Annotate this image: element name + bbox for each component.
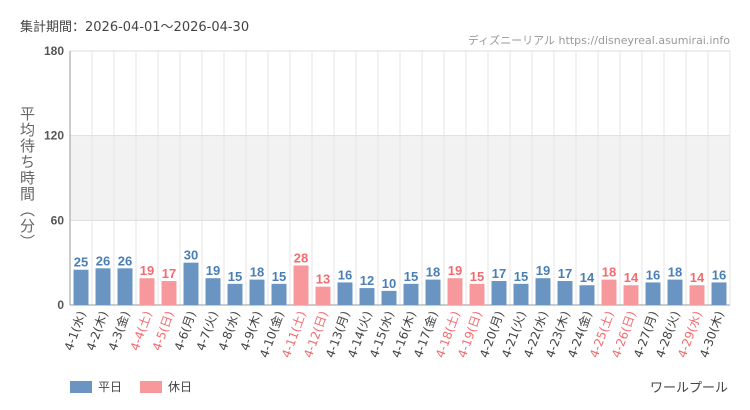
bar-value-label: 26 [96, 253, 110, 268]
bar [293, 265, 309, 305]
legend-label-weekday: 平日 [98, 380, 123, 394]
bar-value-label: 15 [514, 269, 528, 284]
legend-item-weekday: 平日 [70, 378, 122, 395]
bar [601, 279, 617, 305]
bar-value-label: 19 [206, 263, 220, 278]
bar-value-label: 19 [448, 263, 462, 278]
bar-value-label: 17 [492, 266, 506, 281]
source-credit: ディズニーリアル https://disneyreal.asumirai.inf… [467, 34, 730, 47]
bar [359, 288, 375, 305]
bar [447, 278, 463, 305]
bar-value-label: 16 [646, 267, 660, 282]
bar-value-label: 18 [602, 265, 616, 280]
bar [271, 283, 287, 305]
bar [205, 278, 221, 305]
bar-value-label: 15 [228, 269, 242, 284]
bar [491, 281, 507, 305]
bar-value-label: 30 [184, 248, 198, 263]
attraction-name: ワールプール [649, 381, 728, 396]
bar-value-label: 15 [404, 269, 418, 284]
bar [227, 283, 243, 305]
legend-swatch-weekday [70, 380, 92, 393]
bar [161, 281, 177, 305]
bar-value-label: 13 [316, 272, 330, 287]
bar-value-label: 18 [250, 265, 264, 280]
bar [183, 262, 199, 305]
bar-value-label: 26 [118, 253, 132, 268]
bar [513, 283, 529, 305]
bar [337, 282, 353, 305]
bar-value-label: 18 [668, 265, 682, 280]
bar-value-label: 19 [536, 263, 550, 278]
bar [139, 278, 155, 305]
bar [667, 279, 683, 305]
legend-label-holiday: 休日 [168, 380, 193, 394]
bar-value-label: 14 [690, 270, 705, 285]
bar [469, 283, 485, 305]
bar-value-label: 17 [558, 266, 572, 281]
bar [623, 285, 639, 305]
bar [689, 285, 705, 305]
bar [73, 269, 89, 305]
bar [315, 286, 331, 305]
bar-value-label: 14 [580, 270, 595, 285]
y-tick-label: 180 [44, 44, 64, 58]
y-tick-label: 120 [44, 129, 64, 143]
y-tick-label: 0 [57, 298, 64, 312]
bar [579, 285, 595, 305]
bar-value-label: 17 [162, 266, 176, 281]
bar [711, 282, 727, 305]
y-axis-label: 平均待ち時間（分） [18, 106, 36, 250]
bar [535, 278, 551, 305]
bar [557, 281, 573, 305]
bar-value-label: 15 [470, 269, 484, 284]
bar-value-label: 16 [712, 267, 726, 282]
bar-value-label: 25 [74, 255, 88, 270]
bar [95, 268, 111, 305]
bar [425, 279, 441, 305]
period-label: 集計期間：2026-04-01～2026-04-30 [20, 20, 250, 35]
bar [117, 268, 133, 305]
bar-value-label: 15 [272, 269, 286, 284]
bar-value-label: 19 [140, 263, 154, 278]
bar-value-label: 28 [294, 250, 308, 265]
legend: 平日 休日 [70, 378, 192, 395]
bar-value-label: 18 [426, 265, 440, 280]
y-tick-label: 60 [51, 213, 65, 227]
bar [381, 290, 397, 305]
legend-swatch-holiday [140, 380, 163, 393]
bar-value-label: 12 [360, 273, 374, 288]
bar-value-label: 14 [624, 270, 639, 285]
legend-item-holiday: 休日 [140, 378, 192, 395]
bar [403, 283, 419, 305]
bar-value-label: 10 [382, 276, 396, 291]
bar [249, 279, 265, 305]
bar-value-label: 16 [338, 267, 352, 282]
bar [645, 282, 661, 305]
